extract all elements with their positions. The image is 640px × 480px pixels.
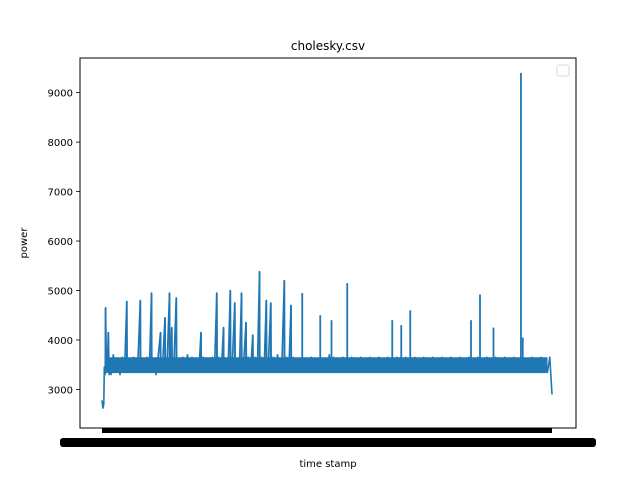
y-tick-label: 7000	[48, 188, 73, 199]
x-tick-marks-band	[102, 428, 552, 433]
plot-area	[101, 72, 553, 409]
y-tick-label: 3000	[48, 385, 73, 396]
x-axis-label: time stamp	[299, 459, 356, 470]
x-tick-labels-band	[60, 438, 596, 447]
y-axis-label: power	[19, 227, 30, 259]
y-tick-label: 9000	[48, 89, 73, 100]
y-tick-label: 4000	[48, 336, 73, 347]
x-axis-ticks	[60, 428, 596, 447]
chart-title: cholesky.csv	[291, 39, 365, 53]
y-tick-label: 6000	[48, 237, 73, 248]
y-axis-ticks: 3000 4000 5000 6000 7000 8000 9000	[48, 89, 80, 396]
y-tick-label: 8000	[48, 138, 73, 149]
y-tick-label: 5000	[48, 286, 73, 297]
legend-box	[556, 64, 570, 77]
